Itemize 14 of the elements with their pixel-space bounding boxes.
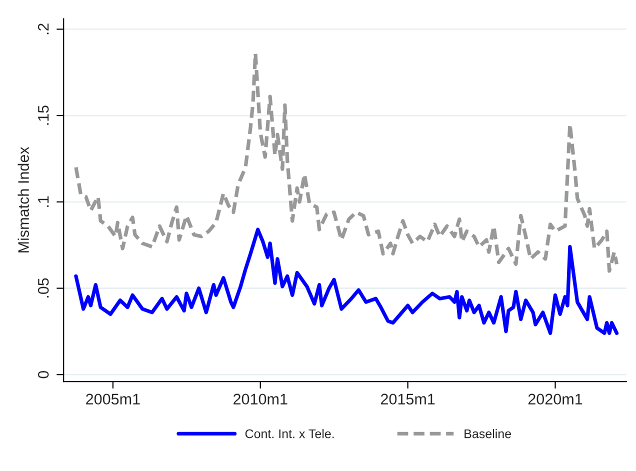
x-tick-label: 2010m1 — [234, 394, 288, 405]
legend-label: Baseline — [464, 429, 511, 438]
y-tick-label: .05 — [38, 278, 49, 298]
x-tick-label: 2005m1 — [86, 394, 140, 405]
x-tick-label: 2015m1 — [380, 394, 435, 405]
y-axis-title: Mismatch Index — [18, 146, 29, 252]
y-tick-label: .15 — [38, 106, 49, 125]
y-tick-label: .2 — [38, 24, 49, 34]
line-series — [74, 52, 619, 273]
legend-label: Cont. Int. x Tele. — [245, 429, 334, 438]
y-tick-label: 0 — [38, 370, 49, 378]
x-tick-label: 2020m1 — [528, 394, 582, 405]
y-tick-label: .1 — [38, 196, 49, 207]
line-series — [74, 228, 619, 335]
